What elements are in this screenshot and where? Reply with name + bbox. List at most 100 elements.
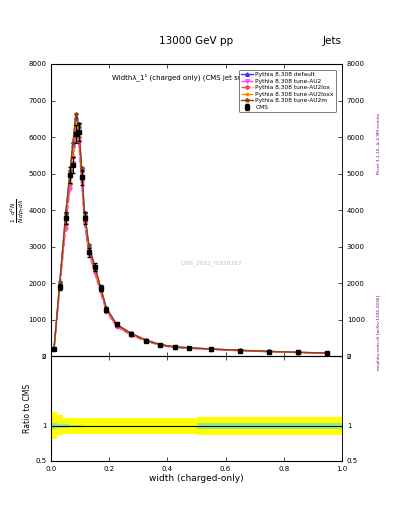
Pythia 8.308 tune-AU2m	[238, 347, 242, 353]
Pythia 8.308 tune-AU2loxx	[71, 147, 75, 153]
Pythia 8.308 tune-AU2loxx	[143, 337, 148, 344]
Pythia 8.308 tune-AU2	[92, 270, 97, 276]
Text: 13000 GeV pp: 13000 GeV pp	[160, 36, 233, 46]
Pythia 8.308 tune-AU2	[86, 251, 91, 257]
Pythia 8.308 tune-AU2loxx	[92, 266, 97, 272]
Pythia 8.308 tune-AU2	[114, 324, 119, 330]
Pythia 8.308 default	[79, 167, 84, 173]
Pythia 8.308 tune-AU2m	[143, 337, 148, 343]
Pythia 8.308 default	[104, 305, 109, 311]
Pythia 8.308 tune-AU2lox	[57, 284, 62, 290]
Pythia 8.308 tune-AU2m	[267, 348, 272, 354]
Pythia 8.308 tune-AU2m	[209, 346, 213, 352]
Pythia 8.308 tune-AU2lox	[173, 345, 177, 351]
Pythia 8.308 tune-AU2	[267, 349, 272, 355]
Pythia 8.308 tune-AU2lox	[51, 346, 56, 352]
Pythia 8.308 tune-AU2lox	[82, 218, 87, 224]
Pythia 8.308 default	[92, 264, 97, 270]
Pythia 8.308 tune-AU2loxx	[187, 345, 192, 351]
Pythia 8.308 tune-AU2	[209, 347, 213, 353]
Pythia 8.308 tune-AU2	[76, 139, 81, 145]
Pythia 8.308 tune-AU2	[325, 350, 330, 356]
Pythia 8.308 tune-AU2	[51, 346, 56, 352]
Pythia 8.308 default	[82, 211, 87, 217]
Pythia 8.308 tune-AU2lox	[187, 345, 192, 351]
Pythia 8.308 tune-AU2loxx	[68, 175, 72, 181]
Pythia 8.308 tune-AU2m	[92, 263, 97, 269]
Pythia 8.308 default	[267, 348, 272, 354]
Line: Pythia 8.308 tune-AU2lox: Pythia 8.308 tune-AU2lox	[53, 129, 329, 355]
Pythia 8.308 default	[57, 280, 62, 286]
Pythia 8.308 default	[296, 349, 301, 355]
Pythia 8.308 tune-AU2lox	[76, 134, 81, 140]
Pythia 8.308 tune-AU2m	[71, 140, 75, 146]
Text: Rivet 3.1.10, ≥ 2.9M events: Rivet 3.1.10, ≥ 2.9M events	[377, 113, 381, 174]
Pythia 8.308 tune-AU2loxx	[86, 245, 91, 251]
X-axis label: width (charged-only): width (charged-only)	[149, 475, 244, 483]
Pythia 8.308 tune-AU2loxx	[98, 286, 103, 292]
Pythia 8.308 tune-AU2m	[325, 350, 330, 356]
Pythia 8.308 tune-AU2lox	[71, 154, 75, 160]
Pythia 8.308 tune-AU2lox	[104, 308, 109, 314]
Pythia 8.308 tune-AU2loxx	[57, 281, 62, 287]
Pythia 8.308 tune-AU2m	[86, 242, 91, 248]
Pythia 8.308 tune-AU2m	[296, 349, 301, 355]
Pythia 8.308 tune-AU2loxx	[238, 348, 242, 354]
Pythia 8.308 default	[98, 285, 103, 291]
Pythia 8.308 tune-AU2	[71, 160, 75, 166]
Y-axis label: $\frac{1}{N} \frac{d^2N}{d p_T d \lambda}$: $\frac{1}{N} \frac{d^2N}{d p_T d \lambda…	[9, 198, 27, 223]
Pythia 8.308 tune-AU2m	[158, 342, 163, 348]
Pythia 8.308 tune-AU2lox	[325, 350, 330, 356]
Pythia 8.308 default	[76, 123, 81, 129]
Pythia 8.308 tune-AU2loxx	[325, 350, 330, 356]
Pythia 8.308 tune-AU2lox	[73, 127, 78, 134]
Pythia 8.308 tune-AU2lox	[92, 268, 97, 274]
Line: Pythia 8.308 tune-AU2loxx: Pythia 8.308 tune-AU2loxx	[53, 121, 329, 354]
Pythia 8.308 tune-AU2loxx	[73, 119, 78, 125]
Pythia 8.308 tune-AU2lox	[296, 350, 301, 356]
Pythia 8.308 default	[209, 346, 213, 352]
Pythia 8.308 tune-AU2m	[114, 321, 119, 327]
Pythia 8.308 tune-AU2	[158, 343, 163, 349]
Pythia 8.308 tune-AU2lox	[158, 342, 163, 348]
Text: Jets: Jets	[323, 36, 342, 46]
Y-axis label: Ratio to CMS: Ratio to CMS	[23, 384, 32, 433]
Pythia 8.308 default	[158, 342, 163, 348]
Pythia 8.308 default	[114, 322, 119, 328]
Pythia 8.308 tune-AU2	[187, 346, 192, 352]
Pythia 8.308 tune-AU2loxx	[296, 349, 301, 355]
Pythia 8.308 tune-AU2loxx	[63, 216, 68, 222]
Pythia 8.308 tune-AU2loxx	[129, 331, 134, 337]
Pythia 8.308 tune-AU2lox	[68, 181, 72, 187]
Pythia 8.308 tune-AU2loxx	[209, 346, 213, 352]
Pythia 8.308 tune-AU2lox	[238, 348, 242, 354]
Pythia 8.308 tune-AU2lox	[79, 176, 84, 182]
Line: Pythia 8.308 default: Pythia 8.308 default	[52, 115, 329, 355]
Pythia 8.308 default	[173, 344, 177, 350]
Pythia 8.308 tune-AU2lox	[63, 221, 68, 227]
Pythia 8.308 tune-AU2	[68, 186, 72, 193]
Pythia 8.308 tune-AU2	[129, 332, 134, 338]
Pythia 8.308 tune-AU2loxx	[79, 170, 84, 177]
Pythia 8.308 tune-AU2m	[187, 345, 192, 351]
Legend: Pythia 8.308 default, Pythia 8.308 tune-AU2, Pythia 8.308 tune-AU2lox, Pythia 8.: Pythia 8.308 default, Pythia 8.308 tune-…	[239, 70, 336, 112]
Pythia 8.308 tune-AU2lox	[209, 346, 213, 352]
Pythia 8.308 default	[187, 345, 192, 351]
Pythia 8.308 tune-AU2loxx	[114, 322, 119, 328]
Text: CMS_2021_I1920187: CMS_2021_I1920187	[180, 260, 242, 266]
Pythia 8.308 default	[86, 243, 91, 249]
Pythia 8.308 tune-AU2	[104, 309, 109, 315]
Pythia 8.308 tune-AU2lox	[86, 248, 91, 254]
Pythia 8.308 tune-AU2	[82, 221, 87, 227]
Line: Pythia 8.308 tune-AU2m: Pythia 8.308 tune-AU2m	[52, 112, 329, 355]
Pythia 8.308 tune-AU2lox	[98, 288, 103, 294]
Pythia 8.308 tune-AU2	[73, 134, 78, 140]
Pythia 8.308 default	[51, 346, 56, 352]
Pythia 8.308 default	[71, 142, 75, 148]
Pythia 8.308 tune-AU2m	[104, 305, 109, 311]
Pythia 8.308 tune-AU2m	[98, 284, 103, 290]
Pythia 8.308 default	[129, 330, 134, 336]
Pythia 8.308 tune-AU2	[173, 345, 177, 351]
Pythia 8.308 tune-AU2m	[79, 165, 84, 172]
Pythia 8.308 tune-AU2loxx	[104, 306, 109, 312]
